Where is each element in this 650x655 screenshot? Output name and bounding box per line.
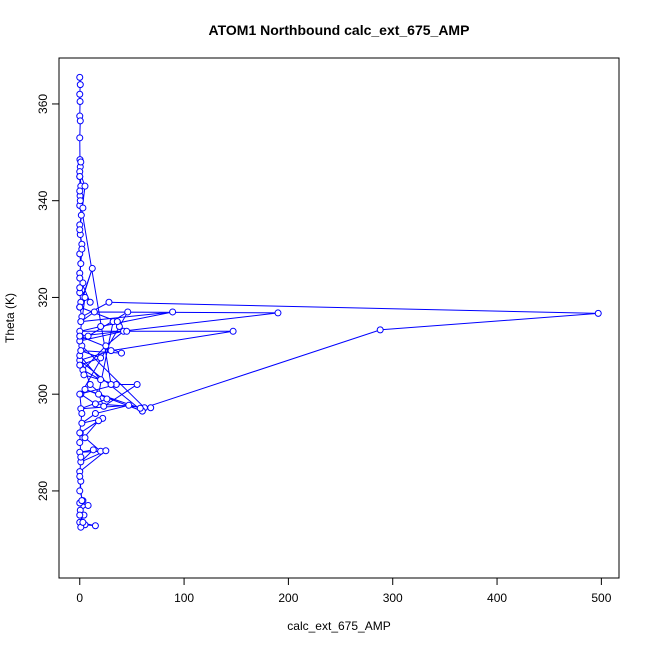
point — [107, 381, 115, 389]
point — [76, 81, 84, 89]
point — [76, 197, 84, 205]
point — [147, 404, 155, 412]
point — [90, 308, 98, 316]
y-tick-label: 280 — [36, 481, 50, 501]
point — [125, 401, 133, 409]
point — [91, 410, 99, 418]
point — [86, 381, 94, 389]
point — [107, 347, 115, 355]
chart-title: ATOM1 Northbound calc_ext_675_AMP — [209, 22, 470, 38]
point — [76, 472, 84, 480]
point — [81, 293, 89, 301]
point — [117, 349, 125, 357]
x-tick-label: 400 — [487, 591, 507, 605]
point — [124, 308, 132, 316]
point — [103, 395, 111, 403]
point — [76, 439, 84, 447]
point — [594, 309, 602, 317]
point — [113, 318, 121, 326]
point — [78, 410, 86, 418]
point — [77, 318, 85, 326]
point — [89, 446, 97, 454]
x-tick-label: 300 — [383, 591, 403, 605]
point — [97, 354, 105, 362]
x-tick-label: 0 — [76, 591, 83, 605]
point — [77, 158, 85, 166]
y-tick-label: 300 — [36, 384, 50, 404]
point — [76, 487, 84, 495]
point — [376, 326, 384, 334]
point — [105, 298, 113, 306]
point — [133, 381, 141, 389]
x-tick-label: 500 — [591, 591, 611, 605]
point — [91, 400, 99, 408]
point — [76, 134, 84, 142]
x-tick-label: 200 — [278, 591, 298, 605]
point — [91, 522, 99, 530]
y-tick-label: 320 — [36, 287, 50, 307]
point — [76, 117, 84, 125]
point — [76, 187, 84, 195]
point — [81, 182, 89, 190]
point — [76, 511, 84, 519]
point — [77, 347, 85, 355]
point — [88, 264, 96, 272]
point — [95, 417, 103, 425]
point — [95, 390, 103, 398]
point — [81, 434, 89, 442]
point — [76, 98, 84, 106]
point — [77, 260, 85, 268]
x-tick-label: 100 — [174, 591, 194, 605]
point — [76, 303, 84, 311]
point — [76, 284, 84, 292]
x-axis-label: calc_ext_675_AMP — [287, 619, 390, 633]
point — [77, 453, 85, 461]
point — [76, 274, 84, 282]
point — [79, 518, 87, 526]
point — [274, 309, 282, 317]
point — [97, 322, 105, 330]
point — [78, 419, 86, 427]
point — [78, 245, 86, 253]
point — [79, 204, 87, 212]
point — [84, 332, 92, 340]
point — [78, 497, 86, 505]
point — [76, 429, 84, 437]
y-tick-label: 360 — [36, 94, 50, 114]
point — [100, 402, 108, 410]
point — [77, 211, 85, 219]
point — [123, 327, 131, 335]
point — [102, 447, 110, 455]
point — [76, 90, 84, 98]
point — [79, 279, 87, 287]
point — [169, 308, 177, 316]
point — [76, 173, 84, 181]
y-tick-label: 340 — [36, 190, 50, 210]
point — [86, 298, 94, 306]
point — [80, 371, 88, 379]
point — [84, 501, 92, 509]
y-axis-label: Theta (K) — [3, 293, 17, 343]
point — [102, 342, 110, 350]
point — [97, 376, 105, 384]
point — [76, 332, 84, 340]
point — [76, 361, 84, 369]
point — [76, 226, 84, 234]
point — [229, 327, 237, 335]
point — [76, 390, 84, 398]
point — [136, 404, 144, 412]
point — [81, 385, 89, 393]
point — [76, 73, 84, 81]
